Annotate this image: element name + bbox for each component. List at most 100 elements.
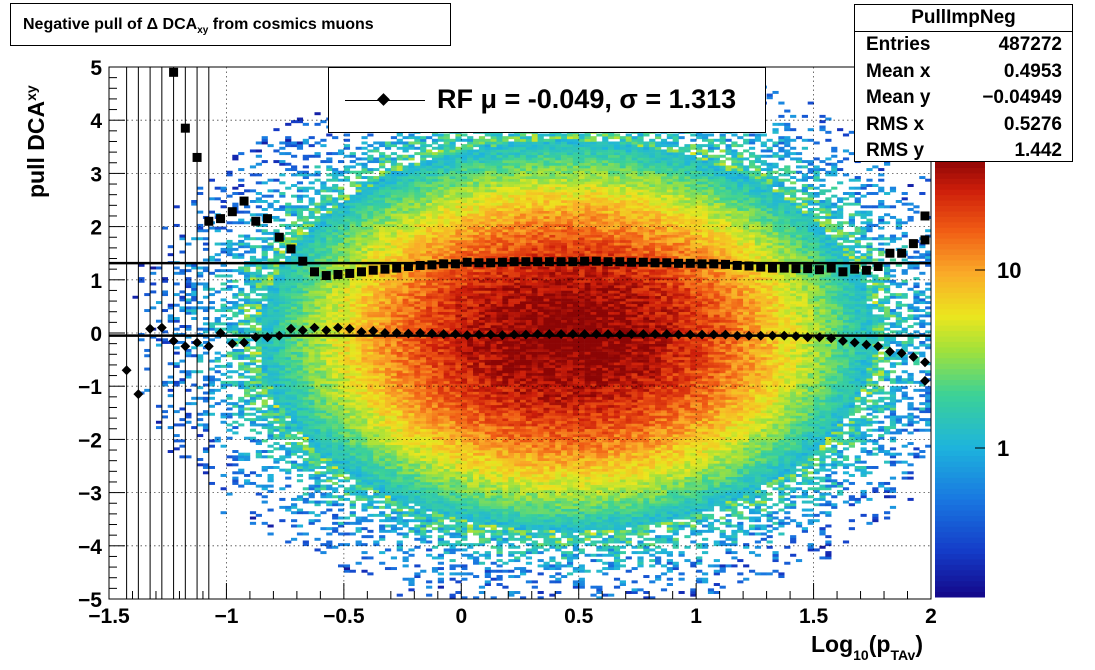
heatmap-cell (426, 197, 433, 201)
heatmap-cell (314, 423, 321, 427)
heatmap-cell (185, 412, 192, 416)
heatmap-cell (443, 447, 450, 451)
heatmap-cell (361, 569, 368, 573)
heatmap-cell (320, 370, 327, 374)
heatmap-cell (408, 359, 415, 363)
heatmap-cell (308, 444, 315, 448)
heatmap-cell (420, 396, 427, 400)
heatmap-cell (367, 402, 374, 406)
heatmap-cell (226, 173, 233, 177)
heatmap-cell (443, 274, 450, 278)
heatmap-cell (355, 447, 362, 451)
heatmap-cell (332, 367, 339, 371)
heatmap-cell (396, 548, 403, 552)
heatmap-cell (302, 415, 309, 419)
heatmap-cell (320, 160, 327, 164)
heatmap-cell (302, 370, 309, 374)
heatmap-cell (261, 285, 268, 289)
heatmap-cell (343, 146, 351, 150)
heatmap-cell (367, 572, 374, 576)
heatmap-cell (408, 178, 415, 182)
heatmap-cell (408, 426, 415, 430)
heatmap-cell (431, 471, 439, 475)
heatmap-cell (408, 460, 415, 464)
heatmap-cell (332, 184, 339, 187)
heatmap-cell (379, 410, 386, 414)
heatmap-cell (443, 551, 450, 555)
heatmap-cell (443, 434, 450, 438)
heatmap-cell (414, 269, 421, 273)
heatmap-cell (431, 412, 439, 416)
heatmap-cell (349, 221, 356, 225)
heatmap-cell (255, 338, 262, 342)
heatmap-cell (285, 136, 292, 140)
heatmap-cell (320, 455, 327, 459)
heatmap-cell (326, 444, 333, 448)
heatmap-cell (308, 258, 315, 262)
heatmap-cell (426, 215, 433, 219)
heatmap-cell (420, 290, 427, 294)
heatmap-cell (238, 367, 245, 371)
heatmap-cell (414, 511, 421, 515)
heatmap-cell (226, 194, 233, 198)
heatmap-cell (408, 455, 415, 459)
heatmap-cell (255, 367, 262, 371)
heatmap-cell (431, 215, 439, 219)
heatmap-cell (337, 359, 345, 363)
heatmap-cell (414, 372, 421, 376)
heatmap-cell (220, 473, 227, 477)
heatmap-cell (373, 325, 380, 328)
heatmap-cell (384, 290, 392, 294)
heatmap-cell (308, 367, 315, 371)
heatmap-cell (396, 271, 403, 275)
heatmap-cell (408, 348, 415, 352)
heatmap-cell (343, 434, 351, 438)
heatmap-cell (232, 157, 239, 161)
heatmap-cell (202, 306, 210, 310)
heatmap-cell (343, 221, 351, 225)
heatmap-cell (291, 285, 298, 289)
heatmap-cell (302, 362, 309, 366)
heatmap-cell (279, 370, 286, 374)
heatmap-cell (426, 295, 433, 299)
heatmap-cell (361, 492, 368, 496)
heatmap-cell (367, 452, 374, 456)
heatmap-cell (314, 428, 321, 432)
heatmap-cell (337, 372, 345, 376)
heatmap-cell (332, 298, 339, 302)
heatmap-cell (291, 348, 298, 352)
heatmap-cell (361, 396, 368, 400)
heatmap-cell (449, 340, 456, 344)
heatmap-cell (261, 277, 268, 281)
heatmap-cell (367, 348, 374, 352)
heatmap-cell (314, 309, 321, 313)
heatmap-cell (431, 231, 439, 235)
heatmap-cell (449, 535, 456, 539)
heatmap-cell (314, 319, 321, 323)
heatmap-cell (255, 513, 262, 517)
heatmap-cell (302, 269, 309, 273)
heatmap-cell (426, 218, 433, 222)
heatmap-cell (320, 487, 327, 491)
heatmap-cell (249, 418, 257, 422)
heatmap-cell (402, 521, 409, 525)
heatmap-cell (443, 325, 450, 328)
heatmap-cell (449, 468, 456, 472)
heatmap-cell (426, 192, 433, 195)
heatmap-cell (355, 290, 362, 294)
heatmap-cell (379, 407, 386, 411)
heatmap-cell (402, 255, 409, 259)
heatmap-cell (302, 378, 309, 382)
heatmap-cell (291, 263, 298, 267)
heatmap-cell (349, 492, 356, 496)
heatmap-cell (384, 455, 392, 459)
heatmap-cell (390, 338, 397, 342)
heatmap-cell (291, 287, 298, 291)
heatmap-cell (220, 282, 227, 286)
heatmap-cell (379, 306, 386, 310)
heatmap-cell (296, 372, 304, 376)
heatmap-cell (285, 269, 292, 273)
heatmap-cell (355, 388, 362, 392)
heatmap-cell (437, 479, 444, 483)
heatmap-cell (285, 399, 292, 403)
